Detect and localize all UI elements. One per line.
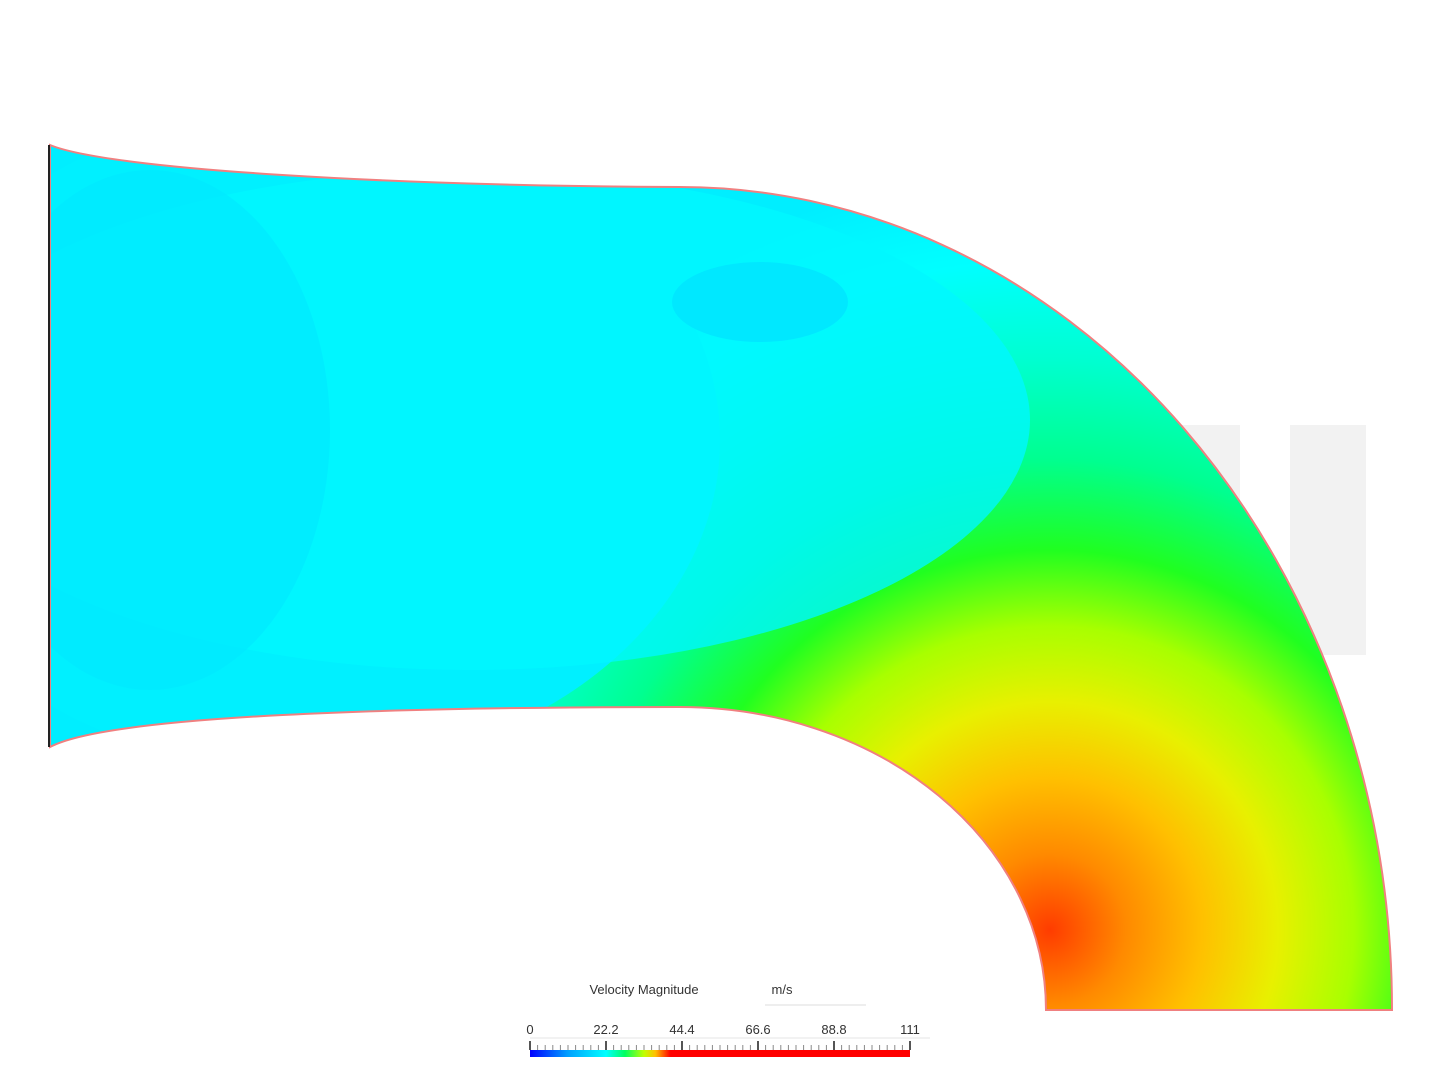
legend-title: Velocity Magnitude	[589, 982, 698, 997]
tick-label: 66.6	[745, 1022, 770, 1037]
contour	[50, 145, 1392, 1010]
tick-label: 111	[900, 1022, 920, 1037]
tick-label: 0	[526, 1022, 533, 1037]
legend-unit: m/s	[772, 982, 793, 997]
color-bar	[530, 1050, 910, 1057]
tick-label: 44.4	[669, 1022, 694, 1037]
pipe-outline	[49, 143, 1394, 1011]
legend-ticks: 0 22.2 44.4 66.6 88.8 111	[526, 1022, 920, 1050]
tick-label: 22.2	[593, 1022, 618, 1037]
tick-label: 88.8	[821, 1022, 846, 1037]
